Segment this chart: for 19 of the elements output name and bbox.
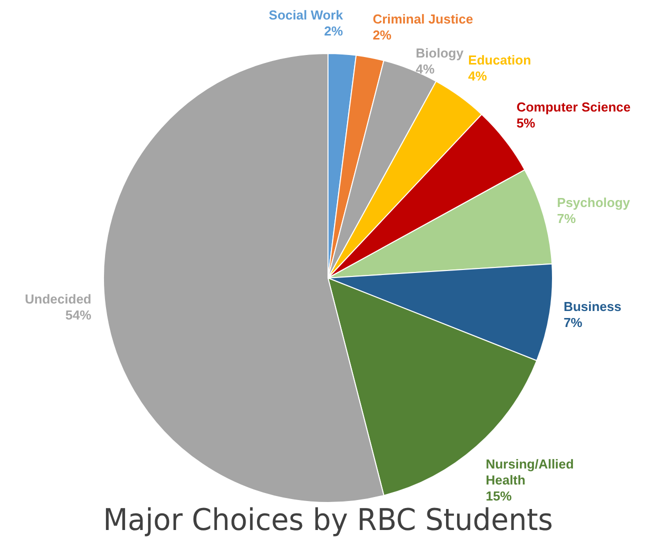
slice-label: Criminal Justice bbox=[372, 11, 474, 26]
slice-label: Computer Science bbox=[516, 99, 631, 114]
data-label: 5% bbox=[516, 115, 536, 130]
data-label: 7% bbox=[564, 314, 583, 330]
data-label: 7% bbox=[557, 211, 576, 226]
slice-label: Education bbox=[468, 52, 532, 68]
data-label: 15% bbox=[486, 488, 512, 504]
data-label: 4% bbox=[468, 68, 488, 84]
slice-label: Undecided bbox=[24, 291, 92, 306]
slice-label: Nursing/Allied Health bbox=[486, 456, 574, 488]
slice-label: Psychology bbox=[557, 195, 631, 210]
data-label: 54% bbox=[65, 307, 92, 322]
data-label: 2% bbox=[372, 27, 392, 42]
slice-label: Social Work bbox=[268, 8, 344, 23]
slice-label: Biology bbox=[416, 45, 464, 60]
slice-label: Business bbox=[564, 298, 622, 314]
text: Major Choices by RBC Students bbox=[103, 502, 553, 537]
data-label: 4% bbox=[416, 61, 436, 76]
data-label: 2% bbox=[324, 24, 344, 39]
